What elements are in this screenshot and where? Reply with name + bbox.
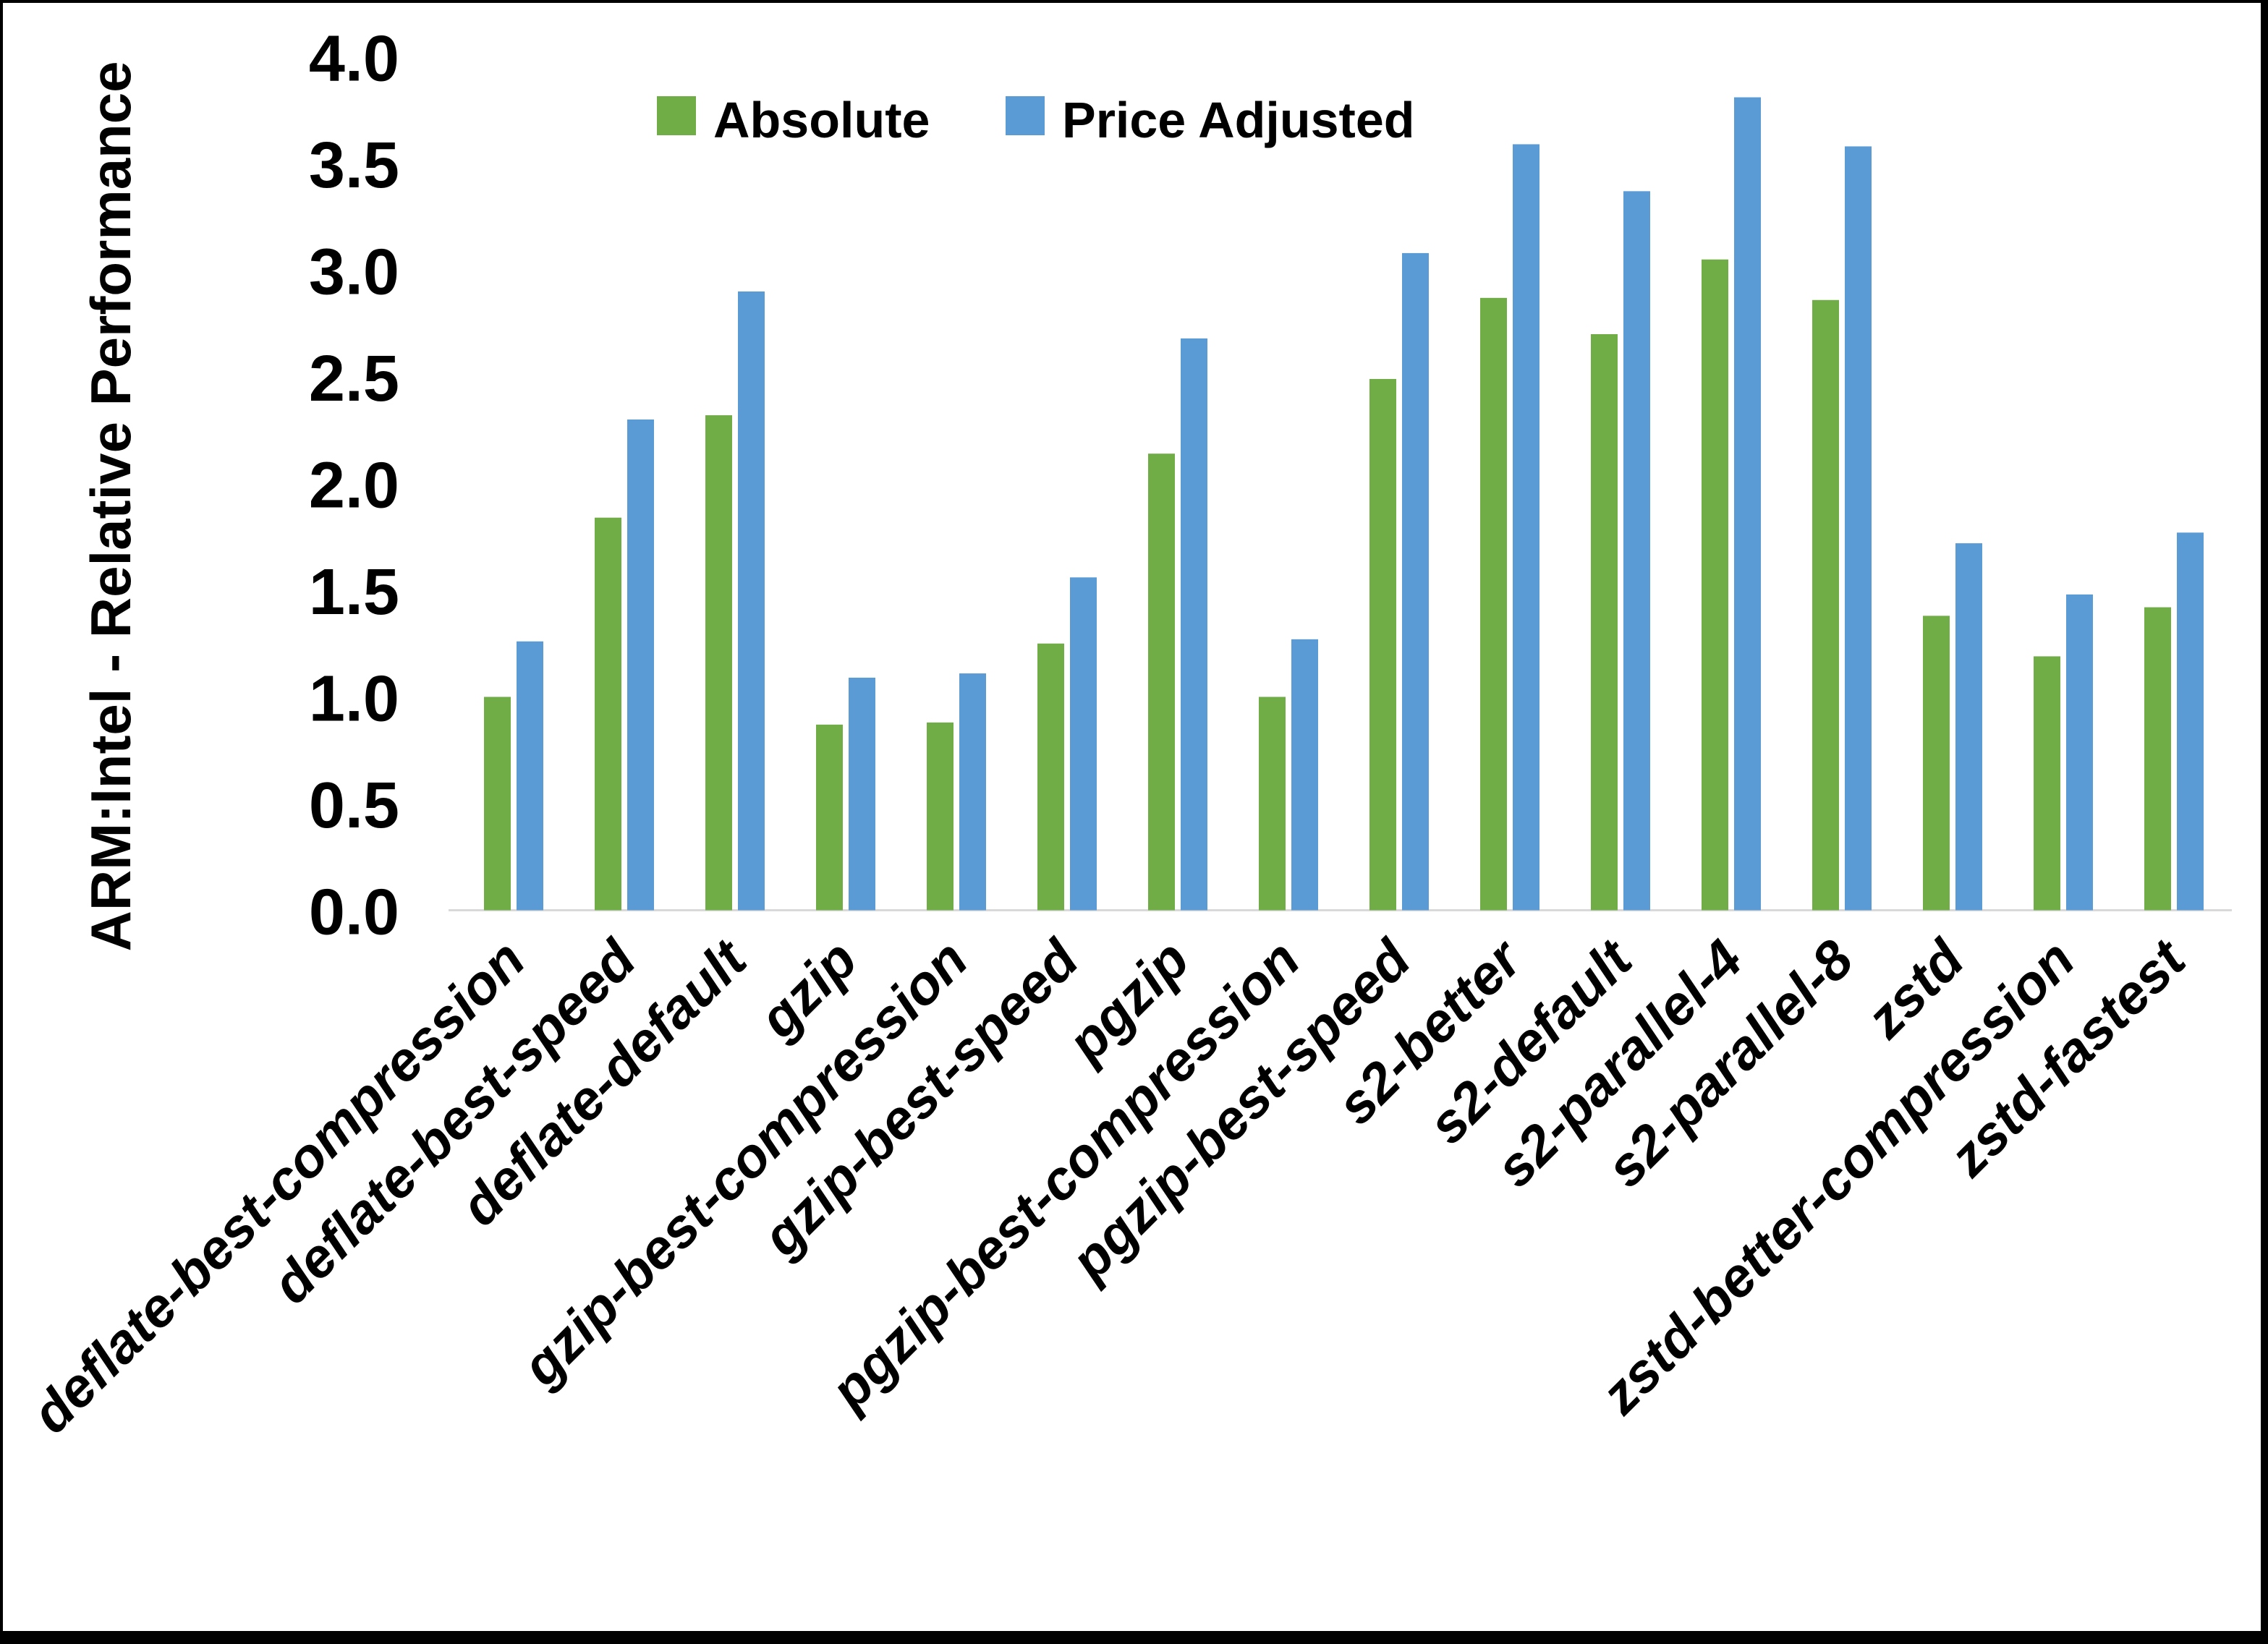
bar-price-adjusted-pgzip-best-compression [1291,639,1318,911]
bar-absolute-deflate-best-speed [595,517,621,911]
legend-swatch-absolute [657,96,696,135]
bar-absolute-s2-better [1480,297,1507,911]
y-tick-label-0.0: 0.0 [309,877,399,949]
y-tick-label-1.0: 1.0 [309,663,399,736]
bar-price-adjusted-pgzip [1181,338,1207,911]
y-tick-label-2.5: 2.5 [309,343,399,415]
y-axis-title: ARM:Intel - Relative Performance [79,61,143,952]
bar-absolute-gzip [816,724,843,911]
y-tick-label-4.0: 4.0 [309,23,399,95]
bar-price-adjusted-gzip-best-speed [1070,577,1097,911]
legend-label-absolute: Absolute [713,92,930,148]
bar-absolute-gzip-best-speed [1037,643,1064,911]
legend: Absolute Price Adjusted [657,92,1415,148]
screen-border-top [0,0,2268,3]
y-tick-label-3.5: 3.5 [309,129,399,202]
bar-price-adjusted-gzip-best-compression [959,673,986,911]
y-axis-tick-labels: 0.0 0.5 1.0 1.5 2.0 2.5 3.0 3.5 4.0 [309,23,399,949]
bar-absolute-pgzip-best-speed [1369,378,1396,911]
screen-border-left [0,0,3,1644]
bar-absolute-s2-parallel-4 [1702,259,1728,911]
screen-border-right [2261,0,2268,1644]
y-tick-label-2.0: 2.0 [309,450,399,522]
bar-price-adjusted-deflate-best-compression [517,641,543,911]
bar-absolute-deflate-best-compression [484,697,511,911]
bar-price-adjusted-zstd [1955,543,1982,911]
bar-absolute-s2-default [1591,334,1618,911]
bar-price-adjusted-s2-better [1513,144,1539,911]
bar-price-adjusted-zstd-better-compression [2066,594,2093,911]
bar-absolute-zstd-better-compression [2034,656,2060,911]
legend-label-price-adjusted: Price Adjusted [1062,92,1415,148]
x-axis-category-labels: deflate-best-compressiondeflate-best-spe… [20,927,2199,1445]
bar-absolute-pgzip [1148,453,1175,911]
bar-price-adjusted-s2-default [1623,191,1650,911]
bar-absolute-deflate-default [705,415,732,911]
bar-price-adjusted-s2-parallel-8 [1845,146,1872,911]
bar-price-adjusted-pgzip-best-speed [1402,252,1429,911]
bar-price-adjusted-deflate-default [738,291,765,911]
bar-absolute-gzip-best-compression [927,722,954,911]
bar-price-adjusted-zstd-fastest [2177,532,2204,911]
bar-price-adjusted-s2-parallel-4 [1734,97,1761,911]
bar-price-adjusted-gzip [849,677,875,911]
bar-absolute-zstd [1923,616,1950,911]
bar-absolute-zstd-fastest [2144,607,2171,911]
bar-price-adjusted-deflate-best-speed [627,419,654,911]
bar-absolute-s2-parallel-8 [1812,299,1839,911]
y-tick-label-1.5: 1.5 [309,556,399,629]
legend-swatch-price-adjusted [1006,96,1045,135]
bar-absolute-pgzip-best-compression [1259,697,1286,911]
y-tick-label-0.5: 0.5 [309,770,399,842]
screen-border-bottom [0,1631,2268,1644]
bar-series [484,97,2204,911]
y-tick-label-3.0: 3.0 [309,237,399,309]
